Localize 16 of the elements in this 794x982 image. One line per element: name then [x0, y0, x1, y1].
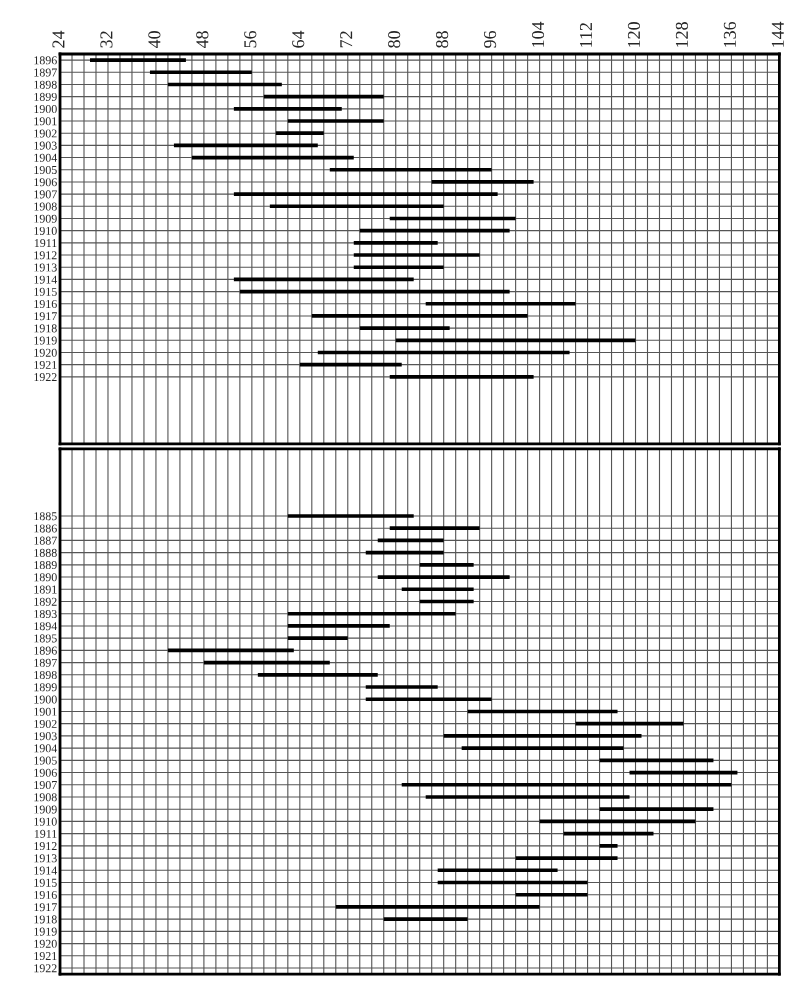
- x-tick-label: 40: [148, 31, 161, 49]
- x-tick-label: 80: [388, 31, 401, 48]
- x-tick-label: 56: [244, 30, 257, 48]
- x-tick-label: 136: [723, 21, 736, 47]
- x-tick-label: 32: [100, 31, 113, 48]
- x-tick-label: 88: [436, 31, 449, 48]
- x-tick-label: 24: [52, 30, 65, 48]
- x-tick-label: 120: [627, 22, 641, 47]
- x-tick-label: 64: [292, 30, 305, 48]
- x-tick-label: 48: [196, 31, 209, 49]
- x-tick-label: 144: [771, 21, 784, 47]
- x-tick-label: 72: [340, 31, 353, 48]
- x-tick-label: 104: [531, 21, 545, 47]
- x-tick-label: 96: [484, 30, 497, 48]
- x-tick-label: 112: [579, 23, 592, 47]
- x-tick-label: 128: [675, 22, 688, 47]
